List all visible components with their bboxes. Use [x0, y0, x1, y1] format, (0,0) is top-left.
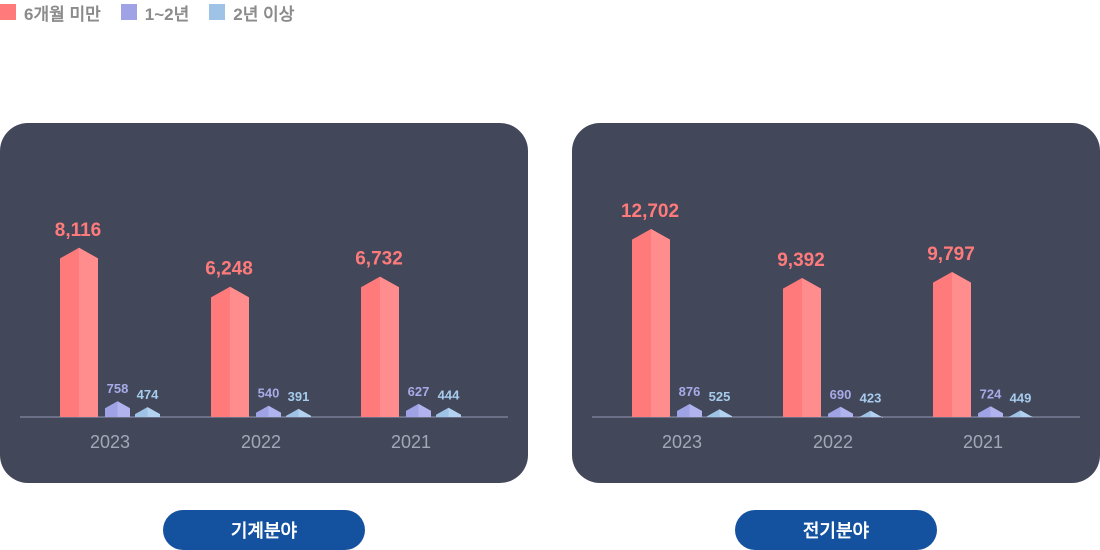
category-label-electrical: 전기분야: [735, 510, 937, 550]
x-tick-label-2023: 2023: [90, 432, 130, 452]
bar-shade-under-6-months-2023: [651, 229, 670, 417]
chart-legend: 6개월 미만 1~2년 2년 이상: [0, 0, 294, 24]
bar-shade-1-2-years-2022: [268, 405, 281, 417]
legend-swatch-under-6-months: [0, 4, 16, 20]
bar-shade-under-6-months-2021: [952, 272, 971, 417]
data-label-1-2-years-2023: 758: [107, 381, 129, 396]
data-label-over-2-years-2022: 391: [288, 389, 310, 404]
bar-shade-over-2-years-2022: [298, 408, 311, 417]
data-label-under-6-months-2021: 9,797: [927, 244, 975, 265]
data-label-under-6-months-2023: 8,116: [55, 220, 102, 241]
data-label-over-2-years-2023: 474: [137, 387, 159, 402]
data-label-over-2-years-2021: 444: [438, 388, 460, 403]
data-label-1-2-years-2023: 876: [679, 384, 701, 399]
bar-shade-1-2-years-2023: [689, 404, 702, 417]
legend-label-under-6-months: 6개월 미만: [24, 4, 101, 24]
x-tick-label-2021: 2021: [391, 432, 431, 452]
legend-label-over-2-years: 2년 이상: [233, 4, 295, 24]
bar-shade-under-6-months-2022: [230, 286, 249, 417]
legend-label-1-2-years: 1~2년: [144, 4, 190, 24]
data-label-1-2-years-2022: 540: [258, 386, 280, 401]
bar-shade-1-2-years-2022: [840, 406, 853, 417]
data-label-over-2-years-2022: 423: [860, 391, 882, 406]
x-tick-label-2022: 2022: [241, 432, 281, 452]
legend-item-1-2-years: 1~2년: [120, 0, 190, 25]
legend-item-under-6-months: 6개월 미만: [0, 0, 101, 25]
chart-panel-machinery: 8,116 758 474 2023 6,248 540 391 2022 6,732 627 44…: [0, 123, 528, 483]
bar-shade-1-2-years-2023: [117, 401, 130, 417]
data-label-1-2-years-2022: 690: [830, 387, 852, 402]
data-label-1-2-years-2021: 627: [408, 384, 430, 399]
data-label-1-2-years-2021: 724: [980, 386, 1002, 401]
x-tick-label-2021: 2021: [963, 432, 1003, 452]
data-label-over-2-years-2021: 449: [1010, 390, 1032, 405]
bar-shade-over-2-years-2021: [448, 407, 461, 417]
bar-shade-over-2-years-2023: [147, 407, 160, 417]
data-label-over-2-years-2023: 525: [709, 389, 731, 404]
bar-shade-under-6-months-2022: [802, 277, 821, 417]
bar-shade-over-2-years-2021: [1020, 410, 1033, 418]
chart-svg-machinery: 8,116 758 474 2023 6,248 540 391 2022 6,732 627 44…: [20, 220, 508, 452]
x-tick-label-2022: 2022: [813, 432, 853, 452]
bar-shade-1-2-years-2021: [418, 403, 431, 417]
legend-item-over-2-years: 2년 이상: [209, 0, 294, 25]
x-tick-label-2023: 2023: [662, 432, 702, 452]
bar-shade-under-6-months-2021: [380, 276, 399, 417]
category-label-machinery: 기계분야: [163, 510, 365, 550]
chart-panel-electrical: 12,702 876 525 2023 9,392 690 423 2022 9,797 724 4…: [572, 123, 1100, 483]
data-label-under-6-months-2022: 6,248: [205, 259, 253, 280]
data-label-under-6-months-2023: 12,702: [621, 201, 679, 222]
bar-shade-1-2-years-2021: [990, 406, 1003, 417]
data-label-under-6-months-2022: 9,392: [777, 250, 825, 271]
bar-shade-under-6-months-2023: [79, 247, 98, 417]
data-label-under-6-months-2021: 6,732: [355, 249, 403, 270]
bar-shade-over-2-years-2022: [870, 410, 883, 418]
legend-swatch-1-2-years: [120, 4, 137, 20]
legend-swatch-over-2-years: [209, 4, 226, 20]
chart-svg-electrical: 12,702 876 525 2023 9,392 690 423 2022 9,797 724 4…: [592, 201, 1080, 452]
bar-shade-over-2-years-2023: [719, 409, 732, 417]
